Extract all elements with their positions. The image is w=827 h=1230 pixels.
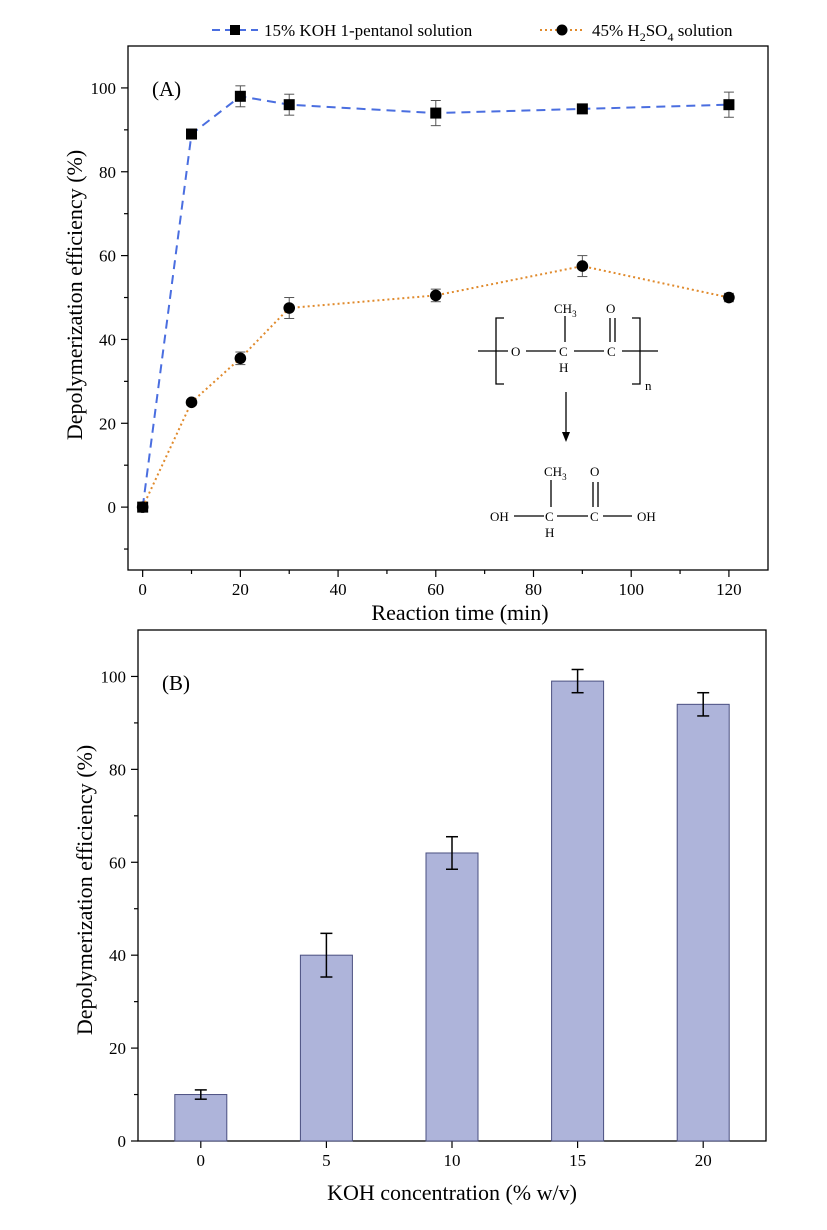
x-tick-label: 20 — [695, 1151, 712, 1170]
data-point-circle — [723, 291, 735, 304]
chain-carbonyl-c: C — [607, 344, 616, 359]
chain-c-atom: C — [559, 344, 568, 359]
x-tick-label: 10 — [444, 1151, 461, 1170]
data-point-square — [283, 99, 295, 111]
x-tick-label: 40 — [330, 580, 347, 599]
panel-a-series — [136, 85, 735, 513]
x-tick-label: 0 — [197, 1151, 206, 1170]
x-tick-label: 5 — [322, 1151, 331, 1170]
y-tick-label: 20 — [99, 414, 116, 433]
bar-15 — [551, 680, 605, 1142]
data-point-circle — [283, 302, 296, 314]
bar-20 — [676, 703, 730, 1142]
acid-c-atom: C — [545, 509, 554, 524]
data-point-square — [576, 103, 588, 115]
bar-0 — [174, 1094, 228, 1142]
x-tick-label: 60 — [427, 580, 444, 599]
panel-b-ylabel: Depolymerization efficiency (%) — [72, 745, 97, 1035]
y-tick-label: 60 — [109, 853, 126, 872]
repeat-n: n — [645, 378, 652, 393]
bar-5 — [299, 954, 353, 1142]
bar-10 — [425, 852, 479, 1142]
x-tick-label: 20 — [232, 580, 249, 599]
x-tick-label: 100 — [618, 580, 644, 599]
pla-structure-diagram: O C C H CH3 O n OH C C H OH CH3 O — [478, 301, 658, 540]
data-point-circle — [429, 289, 442, 302]
panel-a: 15% KOH 1-pentanol solution 45% H2SO4 so… — [62, 21, 769, 625]
data-point-circle — [234, 352, 247, 365]
data-point-circle — [185, 396, 198, 409]
chain-o-atom: O — [511, 344, 520, 359]
acid-oh-left: OH — [490, 509, 509, 524]
y-tick-label: 60 — [99, 247, 116, 266]
x-tick-label: 15 — [569, 1151, 586, 1170]
panel-b-axes: 0 20 40 60 80 100 0 5 10 15 20 — [101, 667, 712, 1170]
data-point-square — [234, 90, 246, 102]
panel-a-ylabel: Depolymerization efficiency (%) — [62, 150, 87, 440]
y-tick-label: 0 — [108, 498, 117, 517]
acid-ch3: CH3 — [544, 464, 567, 482]
data-point-square — [430, 107, 442, 119]
panel-b-label: (B) — [162, 671, 190, 695]
panel-b-xlabel: KOH concentration (% w/v) — [327, 1180, 577, 1205]
legend-circle-marker — [556, 24, 568, 36]
panel-a-label: (A) — [152, 77, 181, 101]
legend-square-marker — [230, 25, 240, 35]
data-point-circle — [136, 501, 149, 513]
acid-carbonyl-c: C — [590, 509, 599, 524]
acid-oh-right: OH — [637, 509, 656, 524]
legend-label-h2so4: 45% H2SO4 solution — [592, 21, 733, 44]
y-tick-label: 40 — [99, 330, 116, 349]
data-point-square — [723, 99, 735, 111]
panel-b-bars — [174, 668, 730, 1142]
x-tick-label: 120 — [716, 580, 742, 599]
panel-b: (B) 0 20 40 60 80 100 0 5 10 15 20 KOH concentrati… — [72, 629, 767, 1205]
panel-a-frame — [127, 45, 769, 571]
chain-h-atom: H — [559, 360, 568, 375]
panel-a-axes: 0 20 40 60 80 100 120 0 20 40 60 80 100 — [91, 79, 742, 599]
y-tick-label: 80 — [99, 163, 116, 182]
data-point-square — [186, 128, 198, 140]
chain-ch3: CH3 — [554, 301, 577, 319]
data-point-circle — [576, 260, 589, 272]
chain-carbonyl-o: O — [606, 301, 615, 316]
x-tick-label: 80 — [525, 580, 542, 599]
acid-h-atom: H — [545, 525, 554, 540]
y-tick-label: 20 — [109, 1039, 126, 1058]
y-tick-label: 80 — [109, 760, 126, 779]
panel-a-legend: 15% KOH 1-pentanol solution 45% H2SO4 so… — [212, 21, 733, 44]
acid-carbonyl-o: O — [590, 464, 599, 479]
y-tick-label: 40 — [109, 946, 126, 965]
y-tick-label: 100 — [101, 667, 127, 686]
y-tick-label: 100 — [91, 79, 117, 98]
y-tick-label: 0 — [118, 1132, 127, 1151]
x-tick-label: 0 — [138, 580, 147, 599]
legend-label-koh: 15% KOH 1-pentanol solution — [264, 21, 473, 40]
series-line-1 — [141, 265, 730, 508]
panel-a-xlabel: Reaction time (min) — [371, 600, 548, 625]
